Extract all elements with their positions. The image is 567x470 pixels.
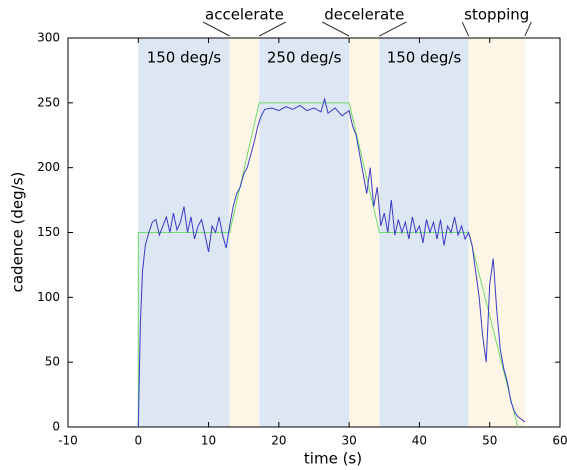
region: [259, 38, 350, 427]
label-leader: [461, 21, 470, 37]
y-tick-label: 0: [52, 420, 60, 434]
y-axis-label: cadence (deg/s): [9, 172, 27, 293]
y-tick-label: 150: [37, 225, 60, 239]
x-axis-label: time (s): [304, 450, 362, 468]
y-tick-label: 300: [37, 31, 60, 45]
x-tick-label: 0: [134, 434, 142, 448]
x-tick-label: 40: [412, 434, 427, 448]
region-label: 250 deg/s: [267, 49, 342, 67]
y-tick-label: 50: [45, 355, 60, 369]
x-tick-label: -10: [58, 434, 78, 448]
region-label: stopping: [464, 6, 529, 24]
region-label: decelerate: [324, 6, 404, 24]
label-leader: [524, 21, 532, 37]
x-tick-label: 60: [552, 434, 567, 448]
label-leader: [202, 21, 230, 37]
x-tick-label: 10: [201, 434, 216, 448]
region: [229, 38, 260, 427]
y-tick-label: 200: [37, 160, 60, 174]
data-line: [137, 102, 519, 428]
region-label: accelerate: [205, 6, 284, 24]
label-leader: [379, 21, 407, 37]
region: [468, 38, 525, 427]
x-tick-label: 20: [271, 434, 286, 448]
label-leader: [321, 21, 350, 37]
label-leader: [258, 21, 287, 37]
y-tick-label: 100: [37, 290, 60, 304]
data-line: [137, 96, 526, 428]
region-label: 150 deg/s: [387, 49, 462, 67]
region-label: 150 deg/s: [147, 49, 222, 67]
x-tick-label: 50: [482, 434, 497, 448]
x-tick-label: 30: [342, 434, 357, 448]
region: [349, 38, 380, 427]
y-tick-label: 250: [37, 95, 60, 109]
